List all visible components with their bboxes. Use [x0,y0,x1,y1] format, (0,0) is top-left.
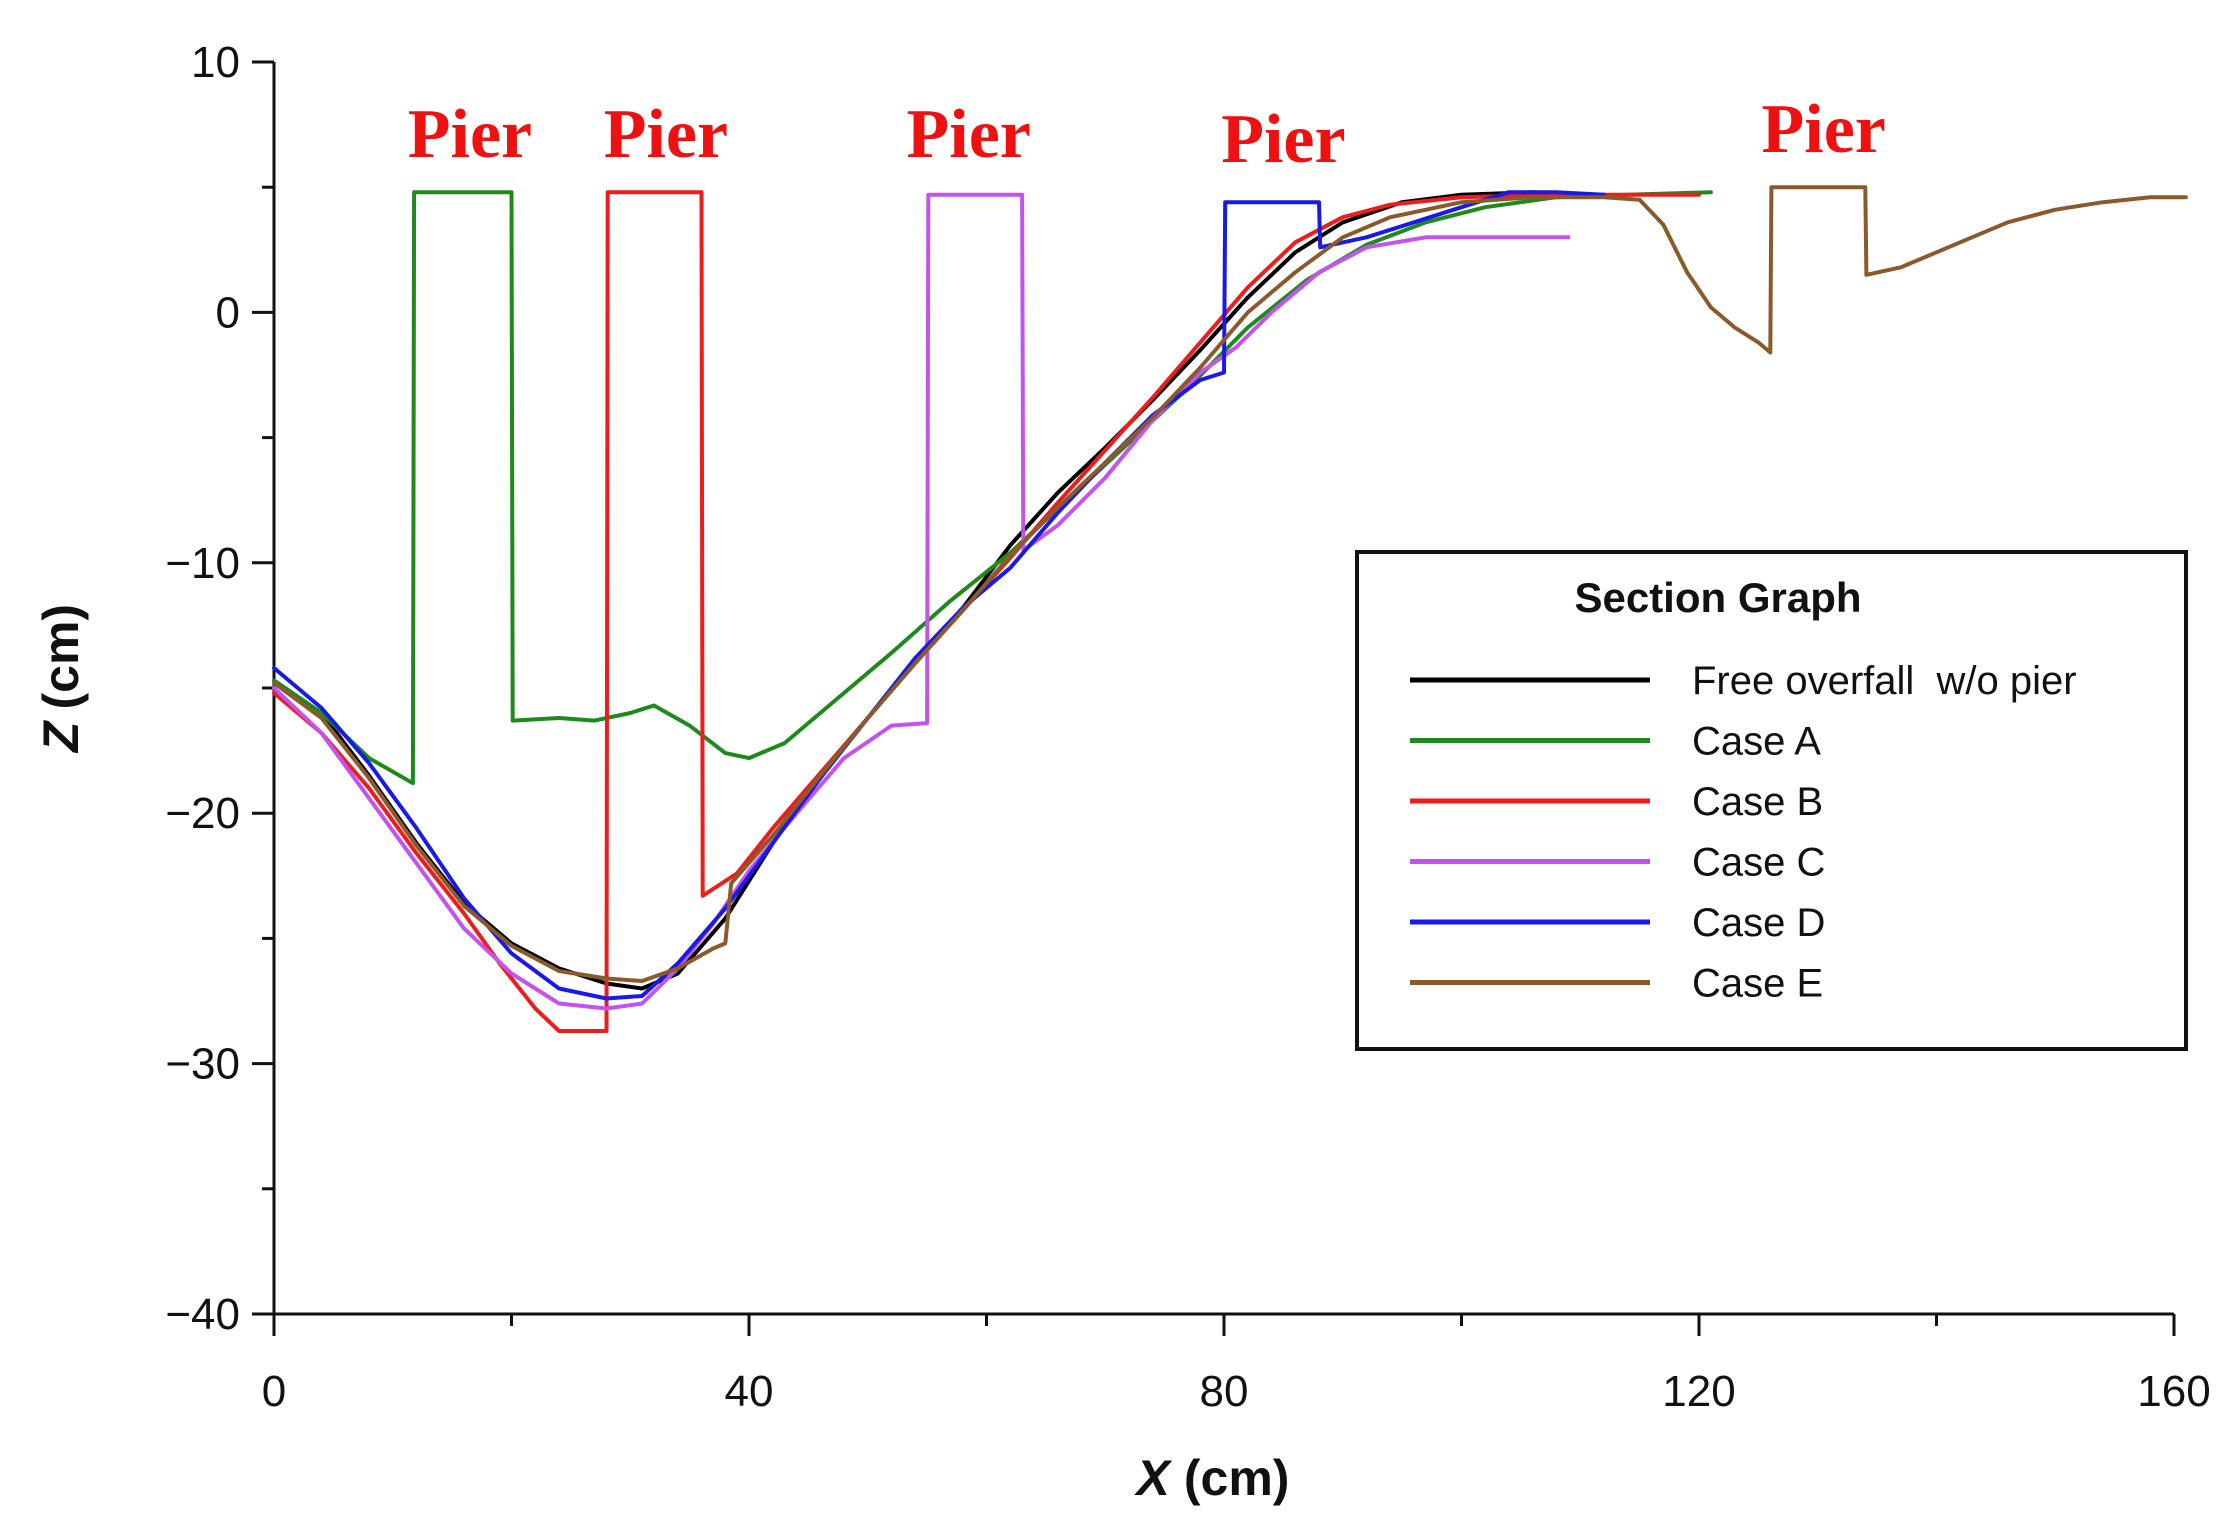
x-tick-label: 0 [262,1367,286,1416]
x-axis-symbol: X [1134,1450,1173,1506]
series-line-3 [272,192,1571,1011]
pier-label-4: Pier [1762,91,1886,168]
x-tick-label: 120 [1662,1367,1735,1416]
legend-label-3: Case C [1692,841,1825,885]
legend-label-0: Free overfall w/o pier [1692,659,2077,703]
legend-label-5: Case E [1692,962,1823,1006]
pier-label-0: Pier [408,96,532,173]
x-tick-label: 80 [1200,1367,1249,1416]
series-layer [272,185,2188,1033]
y-tick-label: −30 [165,1040,240,1089]
x-tick-label: 40 [725,1367,774,1416]
x-axis-unit: (cm) [1184,1450,1290,1506]
series-line-5 [272,185,2188,983]
pier-label-1: Pier [604,96,728,173]
x-axis-title: X (cm) [1134,1450,1290,1506]
legend-label-2: Case B [1692,780,1823,824]
y-tick-label: −40 [165,1290,240,1339]
y-axis-title: Z (cm) [33,604,89,754]
legend-label-1: Case A [1692,720,1821,764]
legend-label-4: Case D [1692,901,1825,945]
pier-label-2: Pier [907,96,1031,173]
y-tick-label: −20 [165,789,240,838]
y-axis-unit: (cm) [33,604,89,710]
y-tick-label: 10 [191,38,240,87]
pier-label-3: Pier [1221,101,1345,178]
legend-items: Free overfall w/o pier Case A Case B Case C… [1410,659,2077,1006]
legend-title: Section Graph [1574,574,1861,621]
axes: 0 40 80 120 160 −40 −30 −20 −10 0 10 [165,38,2210,1416]
legend: Section Graph Free overfall w/o pier Case… [1355,550,2188,1051]
y-axis-symbol: Z [33,719,89,754]
y-tick-label: 0 [216,288,240,337]
x-tick-label: 160 [2137,1367,2210,1416]
series-line-1 [272,190,1713,786]
y-tick-label: −10 [165,539,240,588]
pier-annotations: Pier Pier Pier Pier Pier [408,91,1886,178]
